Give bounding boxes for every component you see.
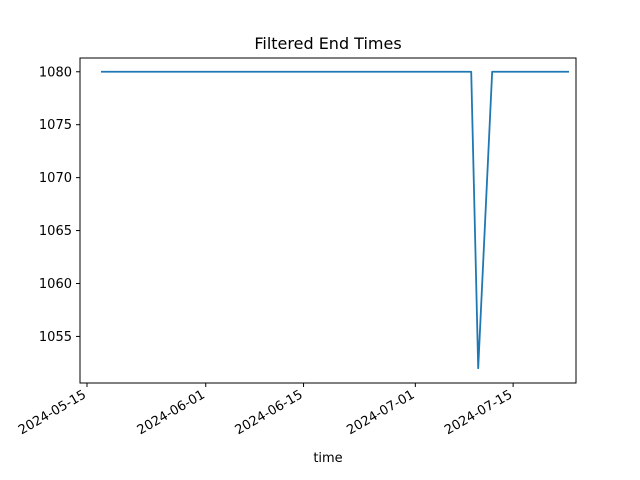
series-layer <box>100 70 570 370</box>
x-axis-label: time <box>313 451 342 466</box>
y-tick-label: 1080 <box>39 65 72 80</box>
x-axis: 2024-05-15 2024-06-01 2024-06-15 2024-07-01… <box>16 383 515 438</box>
y-tick-label: 1055 <box>39 330 72 345</box>
x-tick-label: 2024-05-15 <box>16 387 89 438</box>
y-tick-label: 1070 <box>39 171 72 186</box>
chart-title: Filtered End Times <box>254 34 401 53</box>
y-tick-label: 1065 <box>39 224 72 239</box>
series-line <box>100 70 570 370</box>
x-tick-label: 2024-06-01 <box>135 387 208 438</box>
y-tick-label: 1075 <box>39 118 72 133</box>
y-axis: 1055 1060 1065 1070 1075 1080 <box>39 65 80 345</box>
y-tick-label: 1060 <box>39 277 72 292</box>
x-tick-label: 2024-06-15 <box>233 387 306 438</box>
plot-area <box>79 57 577 384</box>
x-tick-label: 2024-07-01 <box>344 387 417 438</box>
x-tick-label: 2024-07-15 <box>442 387 515 438</box>
